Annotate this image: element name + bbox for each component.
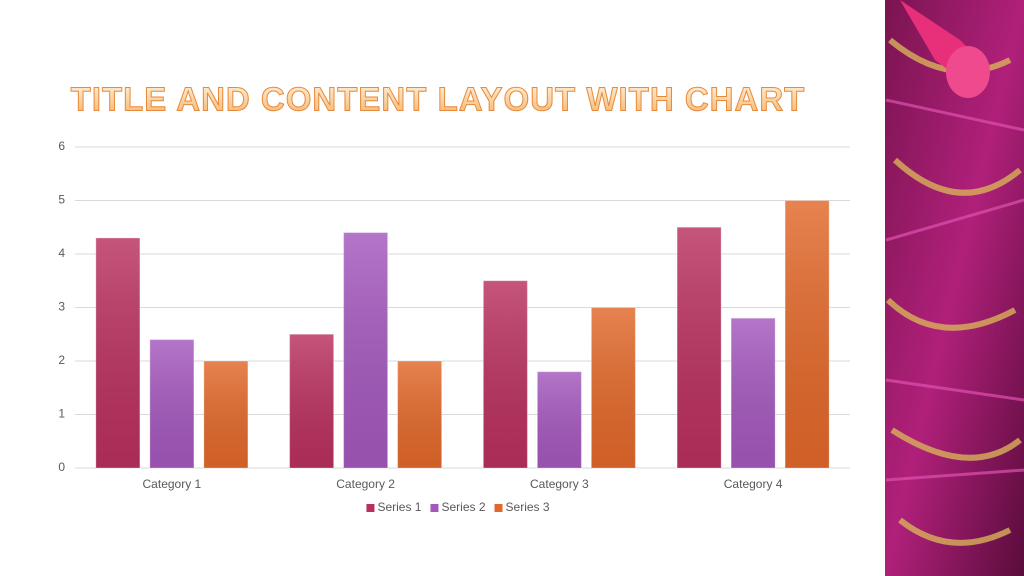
bar	[149, 339, 195, 469]
bar	[397, 360, 443, 469]
y-tick-label: 1	[58, 407, 65, 421]
decoration	[885, 0, 1024, 576]
x-tick-label: Category 1	[143, 477, 202, 491]
bar	[203, 360, 249, 469]
bar	[343, 232, 389, 469]
legend-label: Series 3	[506, 500, 550, 514]
y-tick-label: 4	[58, 246, 65, 260]
legend-label: Series 1	[377, 500, 421, 514]
bar	[784, 200, 830, 469]
legend-swatch	[430, 504, 439, 512]
legend-swatch	[494, 504, 503, 512]
bar	[289, 333, 335, 469]
bar	[590, 307, 636, 469]
legend-swatch	[366, 504, 375, 512]
y-tick-label: 3	[58, 300, 65, 314]
x-tick-label: Category 2	[336, 477, 395, 491]
x-tick-label: Category 3	[530, 477, 589, 491]
bar	[95, 237, 141, 469]
y-tick-label: 6	[58, 139, 65, 153]
bar	[730, 317, 776, 469]
y-tick-label: 5	[58, 193, 65, 207]
y-tick-label: 0	[58, 460, 65, 474]
bar	[536, 371, 582, 469]
legend-label: Series 2	[441, 500, 485, 514]
x-tick-label: Category 4	[724, 477, 783, 491]
bar	[676, 226, 722, 469]
chart-title: TITLE AND CONTENT LAYOUT WITH CHART	[71, 81, 806, 118]
y-tick-label: 2	[58, 353, 65, 367]
bar	[482, 280, 528, 469]
